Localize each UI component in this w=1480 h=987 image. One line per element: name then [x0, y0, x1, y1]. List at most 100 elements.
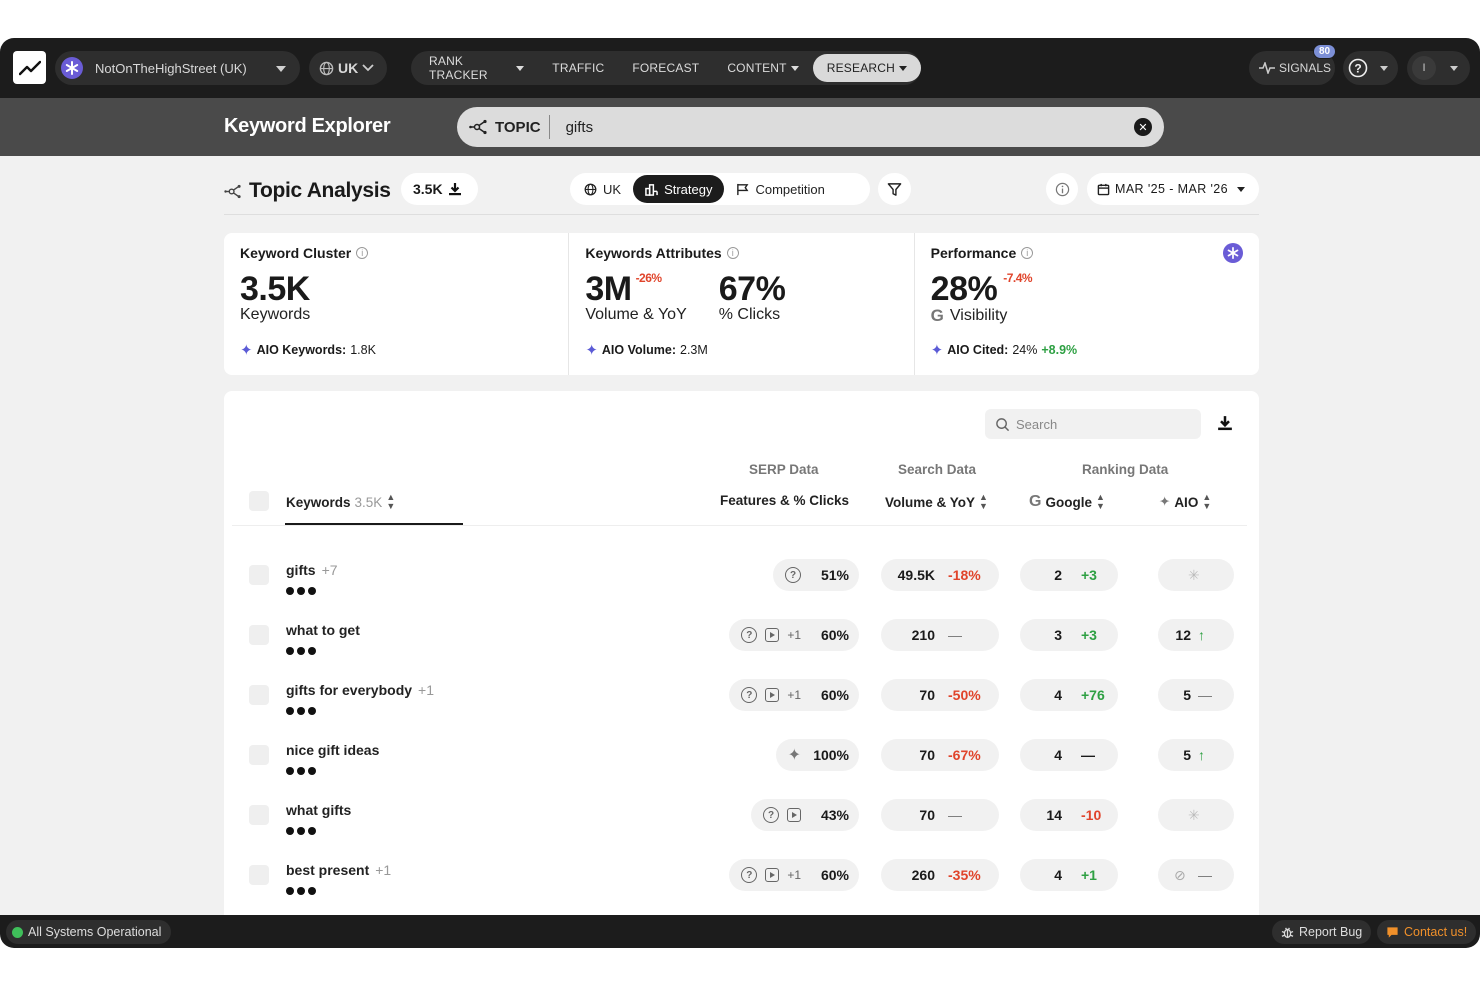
- nav-item-traffic[interactable]: TRAFFIC: [538, 54, 618, 82]
- search-query[interactable]: gifts: [565, 118, 594, 136]
- serp-features-cell[interactable]: ? +1 60%: [729, 619, 859, 651]
- keyword-link[interactable]: nice gift ideas: [286, 742, 380, 758]
- yoy-delta: -50%: [948, 687, 981, 703]
- table-row[interactable]: gifts +7? 51% 49.5K -18% 2 +3 ✳: [224, 559, 1259, 619]
- google-rank-cell[interactable]: 2 +3: [1020, 559, 1118, 591]
- table-row[interactable]: best present +1 ? +1 60% 260 -35% 4 +1 ⊘ —: [224, 859, 1259, 919]
- row-checkbox[interactable]: [249, 565, 269, 585]
- keyword-link[interactable]: gifts +7: [286, 562, 338, 578]
- info-icon[interactable]: i: [1021, 247, 1034, 259]
- google-delta: +76: [1081, 687, 1105, 703]
- keyword-link[interactable]: what to get: [286, 622, 360, 638]
- video-icon: [765, 868, 780, 882]
- table-row[interactable]: what gifts? 43% 70 — 14 -10 ✳: [224, 799, 1259, 859]
- col-keywords[interactable]: Keywords 3.5K ▲ ▼: [286, 492, 396, 511]
- nav-item-forecast[interactable]: FORECAST: [618, 54, 713, 82]
- serp-features-cell[interactable]: ? 43%: [751, 799, 859, 831]
- tab-competition[interactable]: Competition: [724, 175, 836, 203]
- volume-value: 70: [919, 807, 935, 823]
- google-rank-cell[interactable]: 4 +1: [1020, 859, 1118, 891]
- serp-features-cell[interactable]: ? +1 60%: [729, 859, 859, 891]
- more-options-icon[interactable]: [286, 824, 319, 838]
- keyword-search-bar[interactable]: TOPIC gifts ✕: [457, 107, 1164, 147]
- app-logo[interactable]: [13, 51, 46, 84]
- google-rank-cell[interactable]: 3 +3: [1020, 619, 1118, 651]
- col-google[interactable]: G Google ▲ ▼: [1029, 492, 1105, 511]
- clicks-percent: 60%: [820, 867, 849, 883]
- aio-rank-cell[interactable]: ✳: [1158, 559, 1234, 591]
- keyword-cluster-card: Keyword Cluster i 3.5K Keywords ✦ AIO Keyw…: [224, 233, 568, 375]
- system-status[interactable]: All Systems Operational: [6, 920, 172, 944]
- table-row[interactable]: gifts for everybody +1? +1 60% 70 -50% 4 +76 5—: [224, 679, 1259, 739]
- table-row[interactable]: what to get? +1 60% 210 — 3 +3 12 ↑: [224, 619, 1259, 679]
- info-button[interactable]: [1046, 173, 1078, 205]
- google-rank-cell[interactable]: 4 +76: [1020, 679, 1118, 711]
- tab-strategy[interactable]: Strategy: [633, 175, 725, 203]
- tab-competition-label: Competition: [755, 181, 825, 197]
- info-icon[interactable]: i: [726, 247, 739, 259]
- nav-item-research[interactable]: RESEARCH: [812, 54, 921, 82]
- row-checkbox[interactable]: [249, 805, 269, 825]
- aio-rank-cell[interactable]: 5—: [1158, 679, 1234, 711]
- sort-icon: ▲ ▼: [1202, 492, 1212, 511]
- info-icon[interactable]: i: [356, 247, 369, 259]
- user-menu[interactable]: I: [1407, 51, 1470, 85]
- project-avatar: [61, 57, 83, 79]
- row-checkbox[interactable]: [249, 865, 269, 885]
- keyword-link[interactable]: what gifts: [286, 802, 352, 818]
- aio-keywords: ✦ AIO Keywords: 1.8K: [240, 342, 376, 359]
- aio-not-present-icon: ✳: [1188, 566, 1200, 583]
- search-mode-selector[interactable]: TOPIC: [469, 115, 550, 139]
- google-rank: 4: [1054, 867, 1062, 883]
- sub-header: Keyword Explorer TOPIC gifts ✕: [0, 98, 1480, 156]
- help-icon: ?: [785, 567, 801, 583]
- keyword-link[interactable]: best present +1: [286, 862, 392, 878]
- aio-rank-cell[interactable]: ⊘ —: [1158, 859, 1234, 891]
- aio-rank-cell[interactable]: ✳: [1158, 799, 1234, 831]
- clicks-percent: 60%: [820, 627, 849, 643]
- volume-value: 49.5K: [897, 567, 935, 583]
- aio-rank-cell[interactable]: 12 ↑: [1158, 619, 1234, 651]
- filter-icon: [887, 182, 902, 196]
- card-title: Performance i: [931, 245, 1243, 261]
- row-checkbox[interactable]: [249, 745, 269, 765]
- aio-rank-cell[interactable]: 5 ↑: [1158, 739, 1234, 771]
- google-rank-cell[interactable]: 14 -10: [1020, 799, 1118, 831]
- more-options-icon[interactable]: [286, 704, 319, 718]
- google-delta: +3: [1081, 567, 1097, 583]
- download-icon[interactable]: [1217, 415, 1233, 431]
- contact-us-button[interactable]: Contact us!: [1377, 920, 1477, 944]
- google-rank-cell[interactable]: 4—: [1020, 739, 1118, 771]
- more-options-icon[interactable]: [286, 764, 319, 778]
- select-all-checkbox[interactable]: [249, 491, 269, 511]
- row-checkbox[interactable]: [249, 625, 269, 645]
- more-options-icon[interactable]: [286, 584, 319, 598]
- help-menu[interactable]: ?: [1343, 51, 1398, 85]
- nav-item-content[interactable]: CONTENT: [713, 54, 812, 82]
- caret-down-icon: [1450, 65, 1458, 71]
- serp-features-cell[interactable]: ? +1 60%: [729, 679, 859, 711]
- clear-search-icon[interactable]: ✕: [1134, 118, 1152, 136]
- serp-features-cell[interactable]: ? 51%: [773, 559, 859, 591]
- more-options-icon[interactable]: [286, 644, 319, 658]
- serp-features-cell[interactable]: ✦ 100%: [775, 739, 859, 771]
- tab-region[interactable]: UK: [572, 175, 633, 203]
- col-aio[interactable]: ✦ AIO ▲ ▼: [1159, 492, 1212, 511]
- keyword-variants-count: +7: [321, 562, 338, 578]
- export-count-button[interactable]: 3.5K: [401, 173, 478, 205]
- table-search-input[interactable]: Search: [985, 409, 1201, 439]
- project-selector[interactable]: NotOnTheHighStreet (UK): [55, 51, 300, 85]
- row-checkbox[interactable]: [249, 685, 269, 705]
- ai-assistant-icon[interactable]: [1222, 243, 1243, 263]
- date-range-selector[interactable]: MAR '25 - MAR '26: [1087, 173, 1259, 205]
- table-row[interactable]: nice gift ideas ✦ 100% 70 -67% 4—5 ↑: [224, 739, 1259, 799]
- volume-cell: 260 -35%: [881, 859, 999, 891]
- nav-item-rank-tracker[interactable]: RANK TRACKER: [415, 54, 538, 82]
- col-volume[interactable]: Volume & YoY ▲ ▼: [885, 492, 988, 511]
- filter-button[interactable]: [878, 173, 911, 205]
- report-bug-button[interactable]: Report Bug: [1272, 920, 1372, 944]
- more-options-icon[interactable]: [286, 884, 319, 898]
- region-selector[interactable]: UK: [309, 51, 387, 85]
- sparkle-icon: ✦: [930, 342, 944, 359]
- keyword-link[interactable]: gifts for everybody +1: [286, 682, 434, 698]
